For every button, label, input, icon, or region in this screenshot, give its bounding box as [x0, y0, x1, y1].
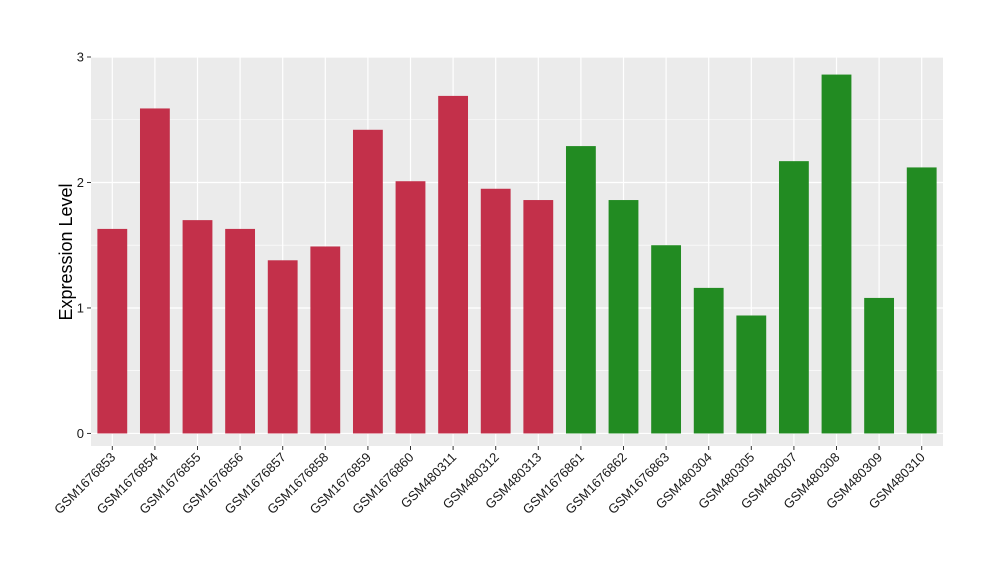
bar-gsm1676856 — [225, 228, 256, 434]
bar-gsm1676858 — [310, 246, 341, 434]
bar-gsm480305 — [736, 315, 767, 434]
bar-gsm480309 — [864, 297, 895, 434]
bar-gsm480312 — [480, 188, 511, 434]
bar-gsm480310 — [906, 167, 937, 434]
bar-gsm480307 — [778, 161, 809, 434]
bar-gsm1676861 — [565, 146, 596, 434]
bar-gsm1676857 — [267, 260, 298, 434]
plot-panel — [91, 57, 943, 446]
bar-gsm1676862 — [608, 200, 639, 434]
bar-gsm1676853 — [97, 228, 128, 434]
bar-gsm480313 — [523, 200, 554, 434]
bar-gsm480311 — [438, 95, 469, 434]
y-axis-title: Expression Level — [56, 183, 76, 320]
y-tick-label: 0 — [77, 426, 84, 441]
bars — [97, 74, 937, 434]
y-axis: 0 1 2 3 — [77, 50, 91, 441]
bar-gsm480304 — [693, 287, 724, 434]
bar-gsm1676860 — [395, 181, 426, 434]
y-tick-label: 2 — [77, 175, 84, 190]
bar-gsm1676863 — [651, 245, 682, 434]
bar-gsm1676855 — [182, 220, 213, 434]
bar-gsm1676859 — [352, 129, 383, 434]
y-tick-label: 3 — [77, 50, 84, 65]
bar-gsm1676854 — [139, 108, 170, 434]
y-tick-label: 1 — [77, 300, 84, 315]
bar-gsm480308 — [821, 74, 852, 434]
x-axis: GSM1676853GSM1676854GSM1676855GSM1676856… — [51, 446, 928, 517]
